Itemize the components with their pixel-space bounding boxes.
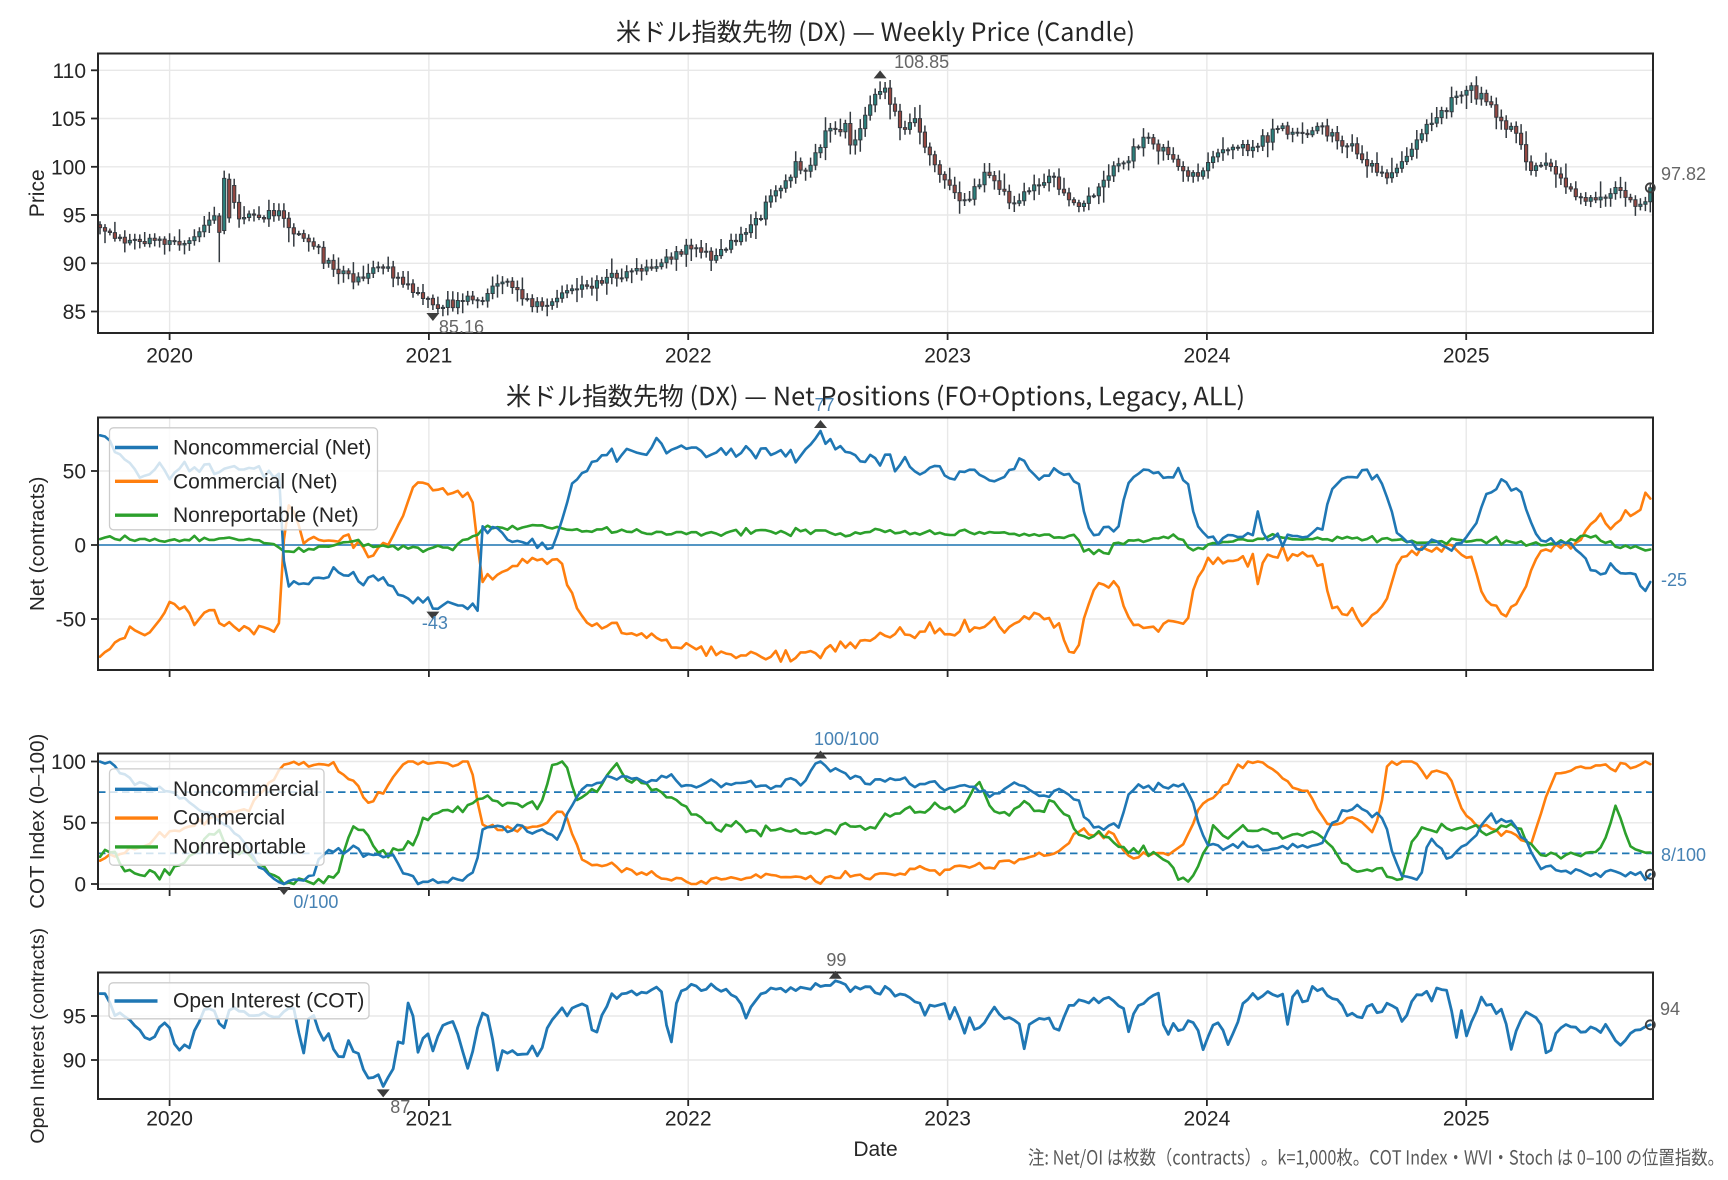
svg-text:Commercial (Net): Commercial (Net): [173, 470, 338, 493]
svg-text:Noncommercial: Noncommercial: [173, 778, 319, 801]
svg-text:-25: -25: [1661, 570, 1687, 590]
svg-text:Nonreportable (Net): Nonreportable (Net): [173, 504, 359, 527]
svg-text:2020: 2020: [146, 345, 193, 368]
svg-text:Commercial: Commercial: [173, 807, 285, 830]
svg-text:105: 105: [51, 108, 86, 131]
svg-text:COT Index (0–100): COT Index (0–100): [26, 734, 49, 909]
svg-text:Price: Price: [26, 169, 49, 217]
svg-text:90: 90: [63, 1050, 86, 1073]
svg-text:97.82: 97.82: [1661, 164, 1706, 184]
svg-text:2022: 2022: [665, 1108, 712, 1131]
svg-text:0: 0: [74, 874, 86, 897]
svg-text:50: 50: [63, 461, 86, 484]
svg-text:8/100: 8/100: [1661, 845, 1706, 865]
svg-text:-50: -50: [56, 609, 86, 632]
svg-text:90: 90: [63, 253, 86, 276]
svg-text:95: 95: [63, 205, 86, 228]
svg-text:100/100: 100/100: [814, 729, 879, 749]
svg-text:Date: Date: [853, 1138, 897, 1161]
svg-text:100: 100: [51, 751, 86, 774]
svg-text:Open Interest (COT): Open Interest (COT): [173, 989, 364, 1012]
svg-text:Open Interest (contracts): Open Interest (contracts): [27, 928, 49, 1144]
svg-text:Net (contracts): Net (contracts): [26, 477, 49, 611]
svg-text:50: 50: [63, 812, 86, 835]
svg-text:0: 0: [74, 535, 86, 558]
svg-text:2023: 2023: [924, 1108, 971, 1131]
svg-text:85: 85: [63, 301, 86, 324]
svg-text:2021: 2021: [406, 345, 453, 368]
svg-text:2022: 2022: [665, 345, 712, 368]
svg-text:2025: 2025: [1443, 345, 1490, 368]
svg-text:95: 95: [63, 1006, 86, 1029]
svg-text:2024: 2024: [1184, 1108, 1231, 1131]
svg-text:2023: 2023: [924, 345, 971, 368]
svg-text:94: 94: [1660, 999, 1680, 1019]
svg-text:2024: 2024: [1184, 345, 1231, 368]
svg-text:0/100: 0/100: [293, 892, 338, 912]
svg-text:2020: 2020: [146, 1108, 193, 1131]
svg-text:110: 110: [53, 60, 86, 83]
svg-text:2021: 2021: [406, 1108, 453, 1131]
svg-text:Noncommercial (Net): Noncommercial (Net): [173, 437, 371, 460]
svg-text:87: 87: [390, 1097, 410, 1117]
svg-text:-43: -43: [422, 613, 448, 633]
svg-text:99: 99: [826, 950, 846, 970]
svg-text:85.16: 85.16: [439, 317, 484, 337]
svg-text:Nonreportable: Nonreportable: [173, 835, 306, 858]
svg-text:2025: 2025: [1443, 1108, 1490, 1131]
svg-text:100: 100: [51, 156, 86, 179]
svg-text:108.85: 108.85: [894, 52, 949, 72]
